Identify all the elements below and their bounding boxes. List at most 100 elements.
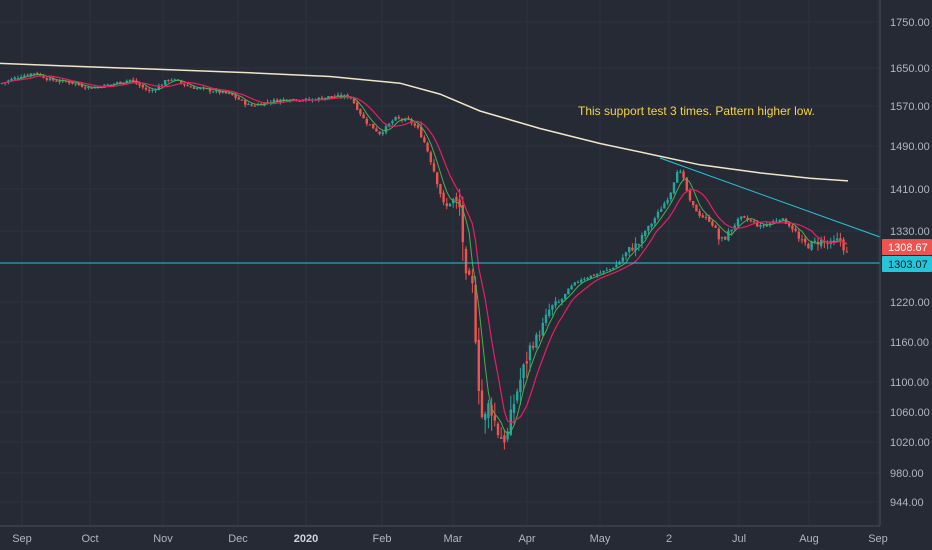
candle [368, 124, 372, 126]
y-tick-label: 980.00 [890, 468, 924, 480]
candle [541, 317, 544, 337]
x-tick-label: Mar [444, 533, 463, 545]
candle [804, 235, 807, 246]
candle [432, 159, 436, 173]
candle [480, 379, 484, 419]
candle [48, 77, 52, 82]
candle [452, 197, 455, 208]
candle [829, 237, 832, 249]
candle [634, 237, 637, 257]
candle [580, 277, 583, 284]
y-tick-label: 944.00 [890, 497, 924, 509]
candle [192, 84, 196, 89]
candle [512, 394, 516, 424]
candle [605, 267, 608, 272]
candle [653, 216, 656, 227]
candle [583, 277, 586, 282]
y-tick-label: 1330.00 [890, 226, 930, 238]
candle [522, 363, 525, 391]
candle [384, 123, 388, 135]
candle [727, 227, 730, 242]
ma-medium-line [1, 75, 847, 424]
candle [740, 216, 743, 222]
candle [253, 104, 256, 107]
x-tick-label: Aug [799, 533, 819, 545]
candle [26, 73, 29, 77]
candle [544, 308, 548, 327]
candle [813, 237, 816, 245]
candle [365, 116, 368, 127]
candle [189, 85, 192, 88]
candle [743, 215, 746, 219]
candle [455, 192, 458, 209]
candle [436, 171, 439, 188]
candle [832, 235, 836, 246]
candle [535, 332, 538, 349]
x-tick-label: 2 [666, 533, 672, 545]
candle [644, 230, 647, 239]
candle [52, 76, 55, 82]
candle [160, 83, 164, 86]
candle [669, 192, 672, 202]
candle [148, 87, 151, 93]
x-tick-label: Feb [373, 533, 392, 545]
candle [695, 204, 698, 212]
candle [640, 232, 644, 249]
time-axis[interactable]: Sep Oct Nov Dec 2020 Feb Mar Apr May 2 Jul Aug Sep [0, 525, 888, 545]
candle [628, 246, 631, 257]
price-axis[interactable]: 1750.00 1650.00 1570.00 1490.00 1410.00 1330.… [879, 0, 930, 526]
candle [378, 131, 381, 136]
candle [836, 232, 839, 242]
candle [372, 123, 375, 129]
candle [759, 222, 762, 230]
y-tick-label: 1100.00 [890, 377, 929, 389]
candle [144, 85, 148, 92]
candle [375, 126, 378, 132]
candle [320, 95, 324, 100]
candle [106, 83, 109, 86]
candle [381, 130, 384, 136]
candle [442, 190, 445, 206]
candle [560, 297, 564, 306]
candle [708, 214, 711, 223]
candle [496, 421, 500, 439]
y-tick-label: 1160.00 [890, 337, 929, 349]
candle [71, 82, 74, 85]
candle [576, 280, 580, 284]
candle [58, 78, 61, 85]
candle [500, 427, 503, 439]
y-tick-label: 1750.00 [890, 17, 930, 29]
candle [724, 236, 727, 240]
candle [845, 246, 848, 253]
candle [842, 237, 845, 255]
y-tick-label: 1020.00 [890, 437, 930, 449]
candle [660, 206, 663, 212]
candle [596, 273, 599, 278]
candle [359, 108, 362, 117]
candle [839, 232, 842, 247]
candle [720, 236, 724, 242]
candle [570, 284, 573, 291]
candle [538, 330, 541, 342]
candle [487, 399, 490, 429]
candle [762, 224, 765, 229]
candle [519, 367, 522, 405]
candle [474, 276, 477, 345]
candle [704, 214, 708, 221]
candle [516, 388, 519, 404]
candle [362, 112, 365, 119]
candle [413, 121, 416, 128]
candle [791, 223, 794, 233]
candle [794, 226, 797, 233]
candle [445, 197, 448, 210]
x-tick-label: Apr [518, 533, 535, 545]
candle [240, 99, 244, 101]
candlestick-series [0, 71, 848, 450]
candle [394, 116, 397, 122]
candle [429, 150, 432, 166]
candle [573, 282, 576, 287]
candle [663, 201, 666, 209]
candle [282, 97, 285, 102]
x-tick-label: Jul [732, 533, 746, 545]
